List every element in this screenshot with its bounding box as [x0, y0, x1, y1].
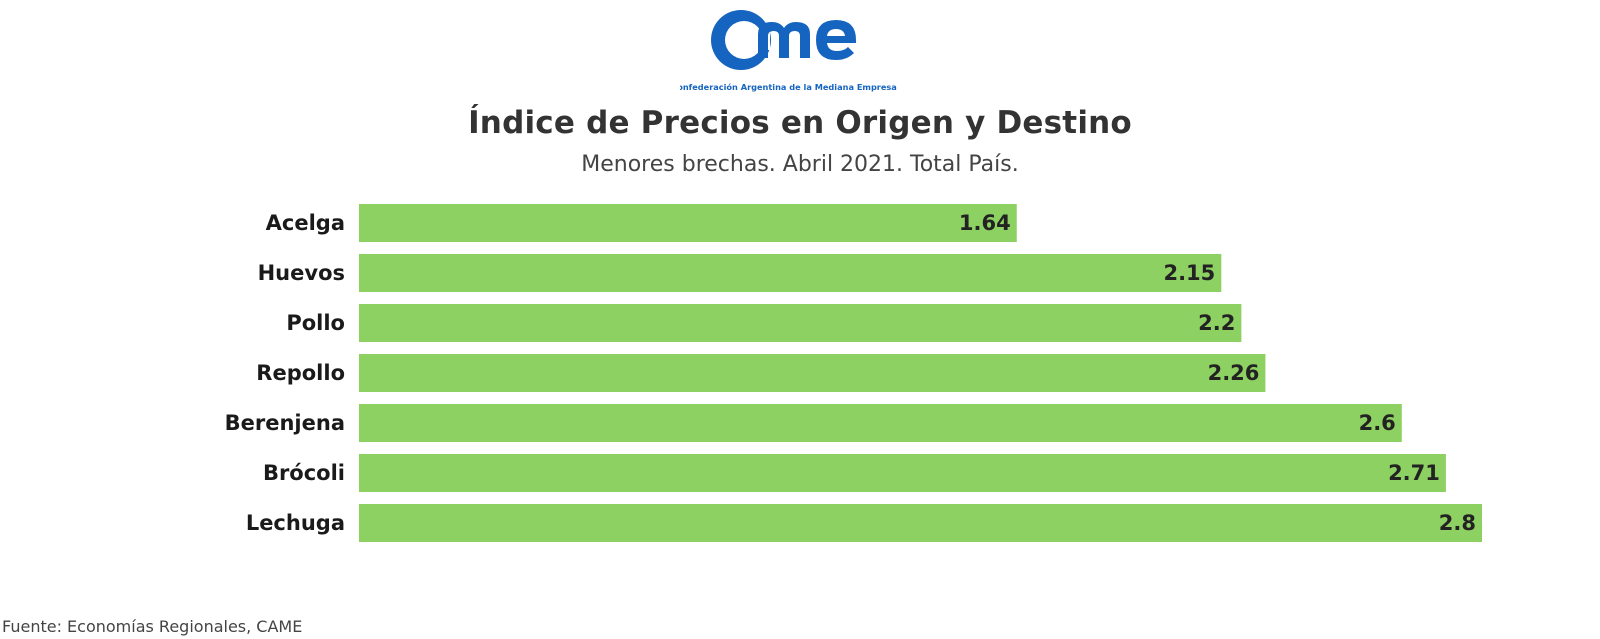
data-label: 2.15 [1163, 261, 1215, 285]
logo-mark [711, 10, 856, 70]
logo-org-name: Confederación Argentina de la Mediana Em… [680, 82, 897, 92]
category-label: Brócoli [263, 461, 345, 485]
bar-0 [359, 204, 1017, 242]
source-note: Fuente: Economías Regionales, CAME [2, 617, 303, 636]
category-label: Huevos [258, 261, 345, 285]
category-label: Berenjena [225, 411, 345, 435]
category-label: Pollo [286, 311, 345, 335]
category-label: Repollo [256, 361, 345, 385]
bar-4 [359, 404, 1402, 442]
data-label: 2.26 [1208, 361, 1260, 385]
bar-1 [359, 254, 1222, 292]
bar-6 [359, 504, 1482, 542]
chart-title: Índice de Precios en Origen y Destino [468, 105, 1132, 141]
chart-subtitle: Menores brechas. Abril 2021. Total País. [581, 152, 1019, 177]
data-label: 1.64 [959, 211, 1011, 235]
bar-2 [359, 304, 1242, 342]
bar-5 [359, 454, 1446, 492]
came-logo: Confederación Argentina de la Mediana Em… [680, 10, 897, 92]
data-label: 2.6 [1359, 411, 1396, 435]
bar-3 [359, 354, 1266, 392]
category-label: Acelga [266, 211, 345, 235]
data-label: 2.71 [1388, 461, 1440, 485]
category-label: Lechuga [246, 511, 345, 535]
data-label: 2.2 [1198, 311, 1235, 335]
data-label: 2.8 [1439, 511, 1476, 535]
